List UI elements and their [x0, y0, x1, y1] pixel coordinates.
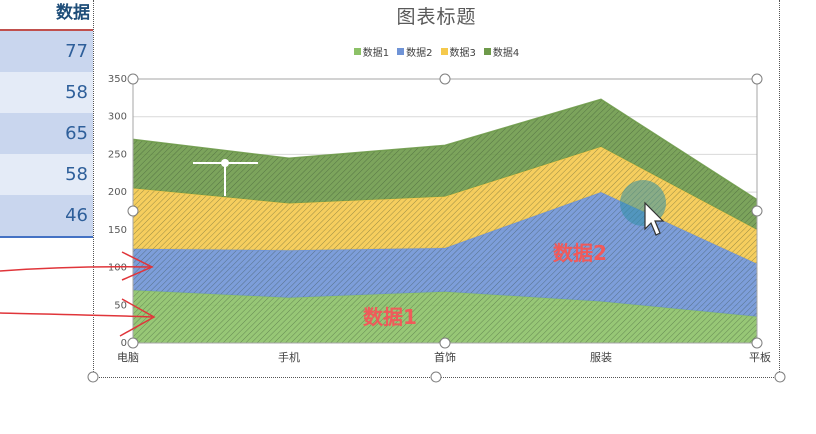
resize-handle[interactable] [751, 337, 763, 349]
y-tick-label: 200 [108, 187, 127, 198]
resize-handle[interactable] [439, 337, 451, 349]
y-tick-label: 0 [121, 338, 127, 349]
legend-item[interactable]: 数据1 [353, 44, 390, 59]
arrow-line [0, 312, 153, 318]
legend-item[interactable]: 数据3 [440, 44, 476, 59]
y-tick-label: 250 [108, 149, 127, 160]
cell[interactable]: 58 [0, 72, 96, 113]
chart-resize-handle[interactable] [430, 371, 442, 383]
y-tick-label: 300 [108, 112, 127, 123]
cell[interactable]: 77 [0, 31, 96, 72]
legend-label: 数据4 [492, 48, 520, 59]
area-edge [132, 98, 758, 201]
table-border [0, 236, 96, 238]
area-hatch [133, 146, 757, 264]
area-series-group[interactable] [132, 98, 758, 343]
move-handle-icon[interactable] [193, 159, 258, 196]
y-tick-label: 50 [114, 300, 127, 311]
y-tick-label: 350 [108, 74, 127, 85]
area-hatch [133, 99, 757, 230]
resize-handle[interactable] [127, 205, 139, 217]
chart-resize-handle[interactable] [774, 371, 786, 383]
arrow-line [0, 265, 151, 272]
mouse-cursor-icon [644, 201, 665, 236]
legend-swatch [440, 48, 448, 55]
area-hatch [133, 290, 757, 343]
resize-handle[interactable] [439, 73, 451, 85]
resize-handle[interactable] [127, 337, 139, 349]
x-tick-label: 服装 [590, 351, 612, 364]
cell[interactable]: 58 [0, 154, 96, 195]
legend-item[interactable]: 数据2 [397, 44, 433, 59]
x-tick-label: 手机 [278, 350, 300, 364]
y-tick-label: 100 [108, 263, 127, 274]
legend-label: 数据1 [362, 48, 390, 59]
arrow-head [119, 298, 156, 337]
chart-title[interactable]: 图表标题 [396, 6, 477, 28]
cell[interactable]: 46 [0, 195, 96, 236]
y-tick-label: 150 [108, 225, 127, 236]
legend-item[interactable]: 数据4 [483, 44, 520, 59]
annotation-arrows [0, 251, 156, 337]
legend-swatch [353, 48, 361, 55]
x-tick-label: 首饰 [434, 350, 456, 364]
chart-legend[interactable]: 数据1 数据2 数据3 数据4 [93, 44, 780, 59]
annotation-label-1: 数据1 [363, 305, 417, 329]
resize-handle[interactable] [127, 73, 139, 85]
legend-label: 数据3 [449, 48, 476, 59]
chart-resize-handle[interactable] [87, 371, 99, 383]
resize-handle[interactable] [751, 73, 763, 85]
area-hatch [133, 192, 757, 317]
selection-handles[interactable] [87, 73, 786, 383]
spreadsheet-column: 数据 77 58 65 58 46 [0, 0, 96, 238]
x-tick-label: 平板 [749, 350, 771, 364]
area-series-4[interactable] [132, 98, 758, 230]
x-tick-label: 电脑 [117, 351, 139, 364]
area-series-1[interactable] [132, 289, 758, 343]
cell[interactable]: 65 [0, 113, 96, 154]
resize-handle[interactable] [751, 205, 763, 217]
legend-swatch [483, 48, 491, 55]
column-header[interactable]: 数据 [0, 0, 96, 31]
legend-label: 数据2 [406, 48, 433, 59]
annotation-label-2: 数据2 [553, 241, 607, 265]
legend-swatch [397, 48, 405, 55]
arrow-head [121, 251, 154, 281]
